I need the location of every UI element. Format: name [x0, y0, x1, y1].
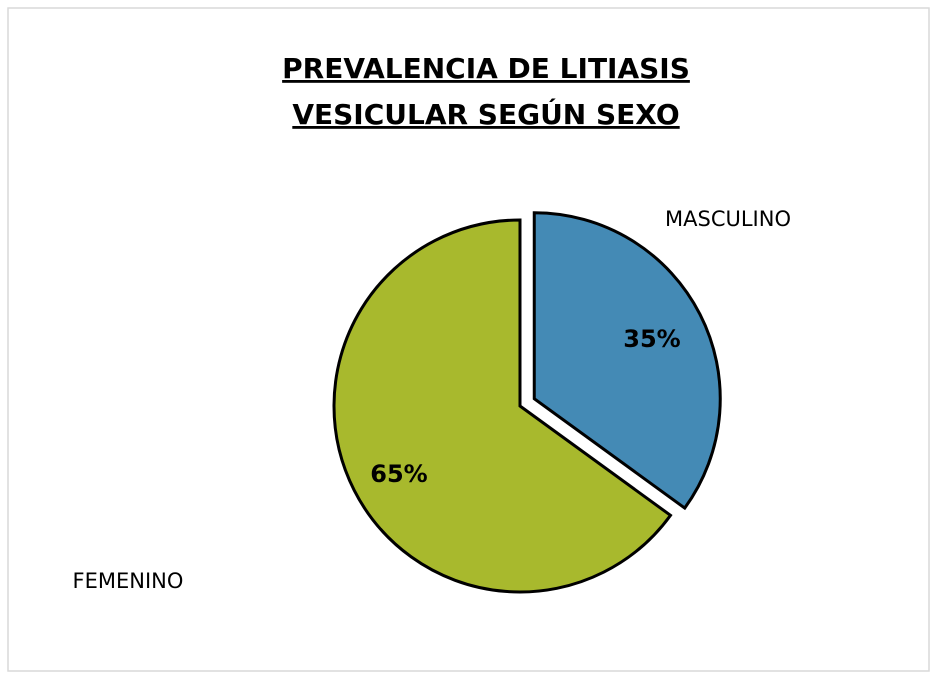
chart-title: VESICULAR SEGÚN SEXO — [292, 97, 679, 131]
category-label: MASCULINO — [665, 207, 791, 231]
category-label: FEMENINO — [73, 569, 184, 593]
chart-title: PREVALENCIA DE LITIASIS — [282, 52, 690, 85]
value-label: 35% — [623, 325, 680, 353]
pie-slice — [332, 218, 673, 594]
pie-slice — [532, 211, 722, 511]
value-label: 65% — [370, 460, 427, 488]
